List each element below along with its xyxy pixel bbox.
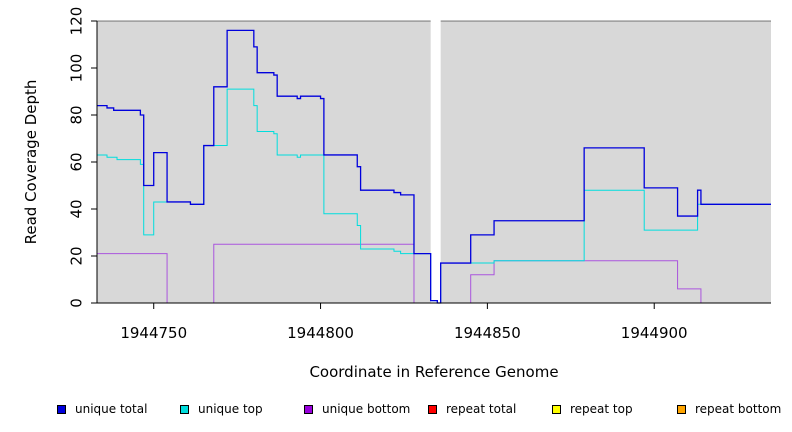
legend-item-unique-bottom: unique bottom <box>304 400 410 418</box>
legend-label: repeat top <box>570 402 633 416</box>
x-tick-label: 1944750 <box>120 324 187 342</box>
plot-panel-left <box>97 21 431 303</box>
legend-label: repeat bottom <box>695 402 782 416</box>
y-tick-label: 100 <box>68 54 86 83</box>
y-tick-label: 0 <box>68 298 86 308</box>
legend-item-repeat-total: repeat total <box>428 400 516 418</box>
legend-item-repeat-top: repeat top <box>552 400 633 418</box>
axes: 0 20 40 60 80 100 120 1944750 1944800 1944850 1944… <box>68 7 771 342</box>
legend-swatch <box>428 404 437 414</box>
y-tick-label: 40 <box>68 199 86 218</box>
legend-swatch <box>57 404 66 414</box>
legend-swatch <box>180 404 189 414</box>
y-tick-label: 60 <box>68 152 86 171</box>
y-tick-label: 120 <box>68 7 86 36</box>
legend-label: unique total <box>75 402 148 416</box>
legend-item-repeat-bottom: repeat bottom <box>677 400 781 418</box>
coverage-chart: 0 20 40 60 80 100 120 1944750 1944800 1944850 1944… <box>22 7 771 381</box>
plot-panel-right <box>440 21 771 303</box>
legend-swatch <box>304 404 313 414</box>
x-tick-label: 1944900 <box>621 324 688 342</box>
plot-background <box>97 20 771 303</box>
y-tick-label: 80 <box>68 105 86 124</box>
x-tick-label: 1944850 <box>454 324 521 342</box>
y-axis-label: Read Coverage Depth <box>22 80 40 245</box>
legend-swatch <box>677 404 686 414</box>
legend-label: repeat total <box>446 402 517 416</box>
legend-label: unique top <box>198 402 263 416</box>
legend-swatch <box>552 404 561 414</box>
legend-item-unique-top: unique top <box>180 400 263 418</box>
legend-item-unique-total: unique total <box>57 400 147 418</box>
y-tick-label: 20 <box>68 246 86 265</box>
x-axis-label: Coordinate in Reference Genome <box>309 363 558 381</box>
x-tick-label: 1944800 <box>287 324 354 342</box>
series-unique-total <box>97 29 771 304</box>
legend: unique total unique top unique bottom re… <box>0 400 792 420</box>
legend-label: unique bottom <box>322 402 411 416</box>
